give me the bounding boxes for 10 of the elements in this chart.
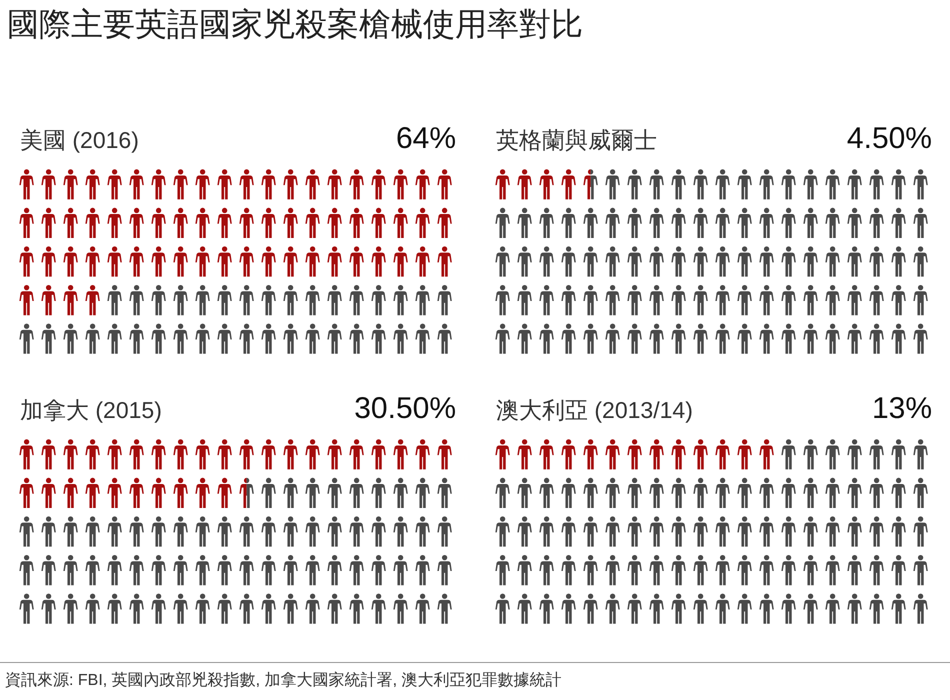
panel-title: 加拿大 (2015)	[20, 397, 162, 423]
value-label: 30.50%	[354, 392, 456, 425]
panel-title: 美國 (2016)	[20, 127, 139, 153]
annotation: 資訊來源: FBI, 英國內政部兇殺指數, 加拿大國家統計署, 澳大利亞犯罪數據統計	[5, 672, 562, 689]
value-label: 64%	[396, 122, 456, 155]
panel-title: 英格蘭與威爾士	[496, 127, 657, 153]
panel-title: 澳大利亞 (2013/14)	[496, 397, 693, 423]
value-label: 4.50%	[846, 122, 932, 155]
title: 國際主要英語國家兇殺案槍械使用率對比	[7, 6, 583, 42]
value-label: 13%	[872, 392, 932, 425]
